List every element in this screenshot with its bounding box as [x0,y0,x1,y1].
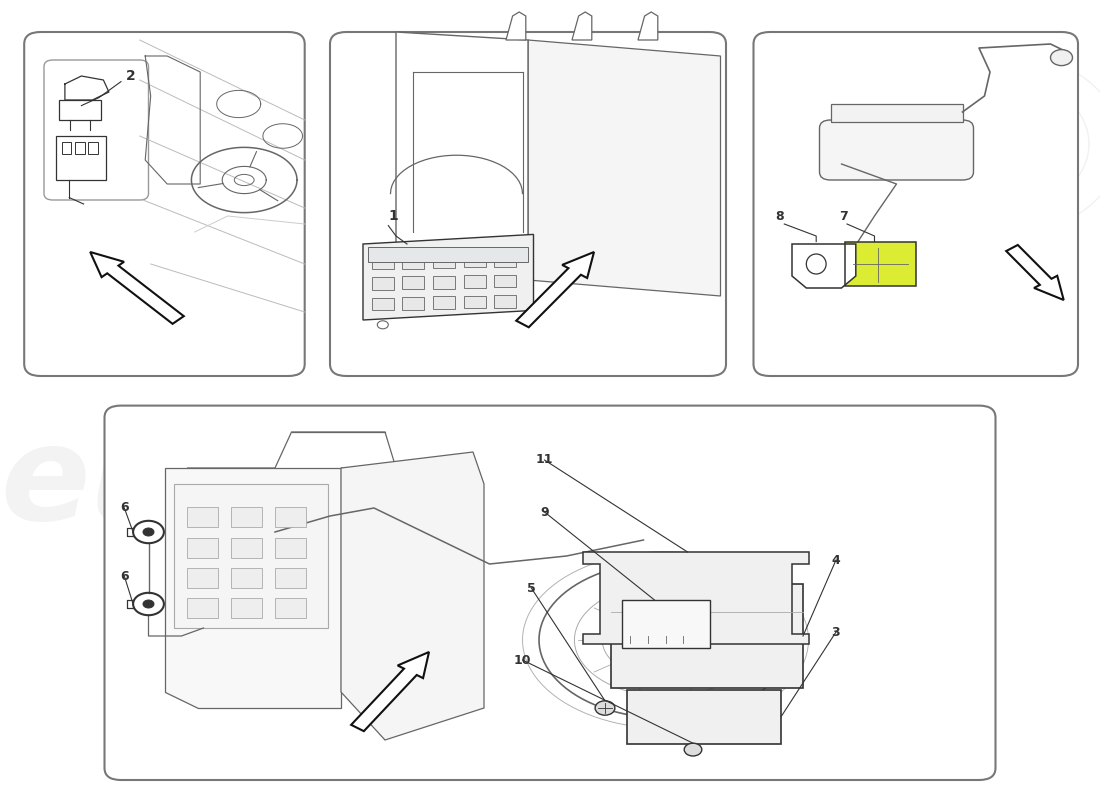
Text: 11: 11 [536,454,553,466]
Bar [231,538,262,558]
Bar [275,507,306,527]
Text: 10: 10 [514,654,531,666]
Text: euro: euro [0,420,339,547]
Polygon shape [516,252,594,327]
Bar [433,255,455,268]
Bar [845,242,916,286]
FancyBboxPatch shape [24,32,305,376]
Bar [59,100,101,120]
Circle shape [143,600,154,608]
Bar [231,568,262,588]
Text: 4: 4 [832,554,840,566]
Bar [433,276,455,289]
Text: 8: 8 [776,210,784,223]
Polygon shape [792,244,856,288]
Bar [187,598,218,618]
Bar [830,104,962,122]
Bar [62,142,72,154]
FancyBboxPatch shape [330,32,726,376]
Polygon shape [572,12,592,40]
Text: 6: 6 [120,570,129,582]
Bar [621,600,710,648]
Text: a passion for parts since 1985: a passion for parts since 1985 [220,532,563,677]
Bar [627,690,781,744]
Bar [231,598,262,618]
Bar [372,298,394,310]
Bar [463,275,485,288]
Bar [463,296,485,309]
Bar [275,568,306,588]
Text: 7: 7 [839,210,848,223]
FancyBboxPatch shape [104,406,996,780]
Circle shape [595,701,615,715]
Bar [174,484,328,628]
Text: 3: 3 [832,626,840,638]
Text: 9: 9 [540,506,549,518]
Polygon shape [341,452,484,740]
Bar [88,142,98,154]
FancyBboxPatch shape [44,60,148,200]
Polygon shape [583,552,808,644]
Bar [187,507,218,527]
Polygon shape [396,32,528,280]
Bar [610,584,803,688]
Bar [368,247,528,262]
Bar [56,136,106,180]
FancyBboxPatch shape [820,120,974,180]
Text: 5: 5 [527,582,536,594]
Text: 6: 6 [120,502,129,514]
Bar [494,254,516,266]
Polygon shape [363,234,534,320]
Bar [494,274,516,287]
Text: 1: 1 [388,209,398,223]
Bar [433,296,455,309]
Bar [494,295,516,308]
Polygon shape [351,652,429,731]
Bar [275,538,306,558]
Bar [403,297,425,310]
Polygon shape [90,252,184,324]
Polygon shape [165,468,341,708]
Circle shape [1050,50,1072,66]
Text: 2: 2 [125,69,135,83]
Bar [275,598,306,618]
Bar [403,256,425,269]
Bar [231,507,262,527]
Polygon shape [1006,245,1064,300]
Bar [372,257,394,270]
FancyBboxPatch shape [754,32,1078,376]
Polygon shape [638,12,658,40]
Bar [403,277,425,290]
Bar [187,538,218,558]
Bar [463,254,485,267]
Bar [187,568,218,588]
Circle shape [684,743,702,756]
Bar [372,277,394,290]
Circle shape [143,528,154,536]
Polygon shape [506,12,526,40]
Bar [75,142,85,154]
Polygon shape [528,40,720,296]
Bar [845,242,916,286]
